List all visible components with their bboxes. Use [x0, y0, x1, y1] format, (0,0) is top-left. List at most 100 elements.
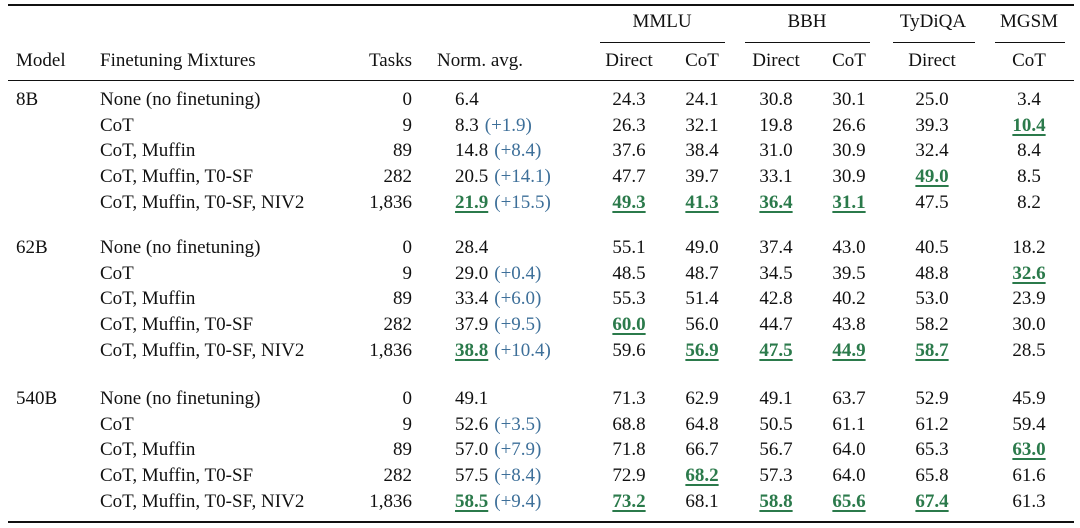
- norm-avg: 28.4: [455, 237, 489, 258]
- score: 31.1: [832, 191, 866, 213]
- norm-avg: 29.0: [455, 262, 489, 284]
- mixture: CoT: [100, 413, 134, 435]
- mixture: None (no finetuning): [100, 388, 261, 409]
- score: 48.5: [612, 262, 646, 284]
- column-header: CoT: [832, 50, 866, 71]
- mixture: CoT: [100, 114, 134, 136]
- tasks: 9: [402, 114, 413, 136]
- score: 34.5: [759, 262, 793, 284]
- score: 30.0: [1012, 314, 1046, 336]
- score: 64.8: [685, 413, 719, 435]
- score: 68.2: [685, 465, 719, 487]
- column-header: Direct: [605, 50, 653, 71]
- norm-avg: 20.5: [455, 166, 489, 188]
- norm-avg: 57.0: [455, 439, 489, 461]
- tasks: 1,836: [369, 191, 412, 213]
- score: 55.1: [612, 237, 646, 258]
- tasks: 0: [402, 388, 413, 409]
- column-header: Model: [16, 50, 66, 71]
- norm-avg: 14.8: [455, 140, 489, 162]
- score: 60.0: [612, 314, 646, 336]
- score: 3.4: [1017, 89, 1041, 110]
- score: 49.0: [685, 237, 719, 258]
- score: 73.2: [612, 490, 646, 512]
- score: 36.4: [759, 191, 793, 213]
- score: 61.3: [1012, 490, 1046, 512]
- score: 28.5: [1012, 339, 1046, 361]
- norm-avg-delta: (+1.9): [484, 114, 532, 136]
- score: 8.4: [1017, 140, 1041, 162]
- score: 41.3: [685, 191, 719, 213]
- tasks: 0: [402, 237, 413, 258]
- mixture: CoT, Muffin, T0-SF, NIV2: [100, 490, 305, 512]
- score: 39.7: [685, 166, 719, 188]
- norm-avg: 38.8: [455, 339, 489, 361]
- score: 66.7: [685, 439, 719, 461]
- norm-avg-delta: (+10.4): [494, 339, 551, 361]
- score: 71.3: [612, 388, 646, 409]
- model-label: 540B: [16, 388, 58, 409]
- score: 8.5: [1017, 166, 1041, 188]
- norm-avg: 8.3: [455, 114, 479, 136]
- score: 43.8: [832, 314, 866, 336]
- norm-avg: 52.6: [455, 413, 489, 435]
- score: 43.0: [832, 237, 866, 258]
- score: 68.1: [685, 490, 719, 512]
- score: 44.7: [759, 314, 793, 336]
- score: 59.6: [612, 339, 646, 361]
- tasks: 282: [383, 166, 413, 188]
- score: 38.4: [685, 140, 719, 162]
- norm-avg-delta: (+9.4): [494, 490, 542, 512]
- score: 49.1: [759, 388, 793, 409]
- group-rule: [600, 42, 725, 43]
- mixture: CoT, Muffin, T0-SF: [100, 314, 254, 336]
- model-label: 8B: [16, 89, 39, 110]
- tasks: 9: [402, 262, 413, 284]
- score: 61.2: [915, 413, 949, 435]
- score: 63.7: [832, 388, 866, 409]
- score: 23.9: [1012, 288, 1046, 310]
- score: 33.1: [759, 166, 793, 188]
- score: 49.3: [612, 191, 646, 213]
- tasks: 1,836: [369, 339, 412, 361]
- column-header: Finetuning Mixtures: [100, 50, 256, 71]
- score: 57.3: [759, 465, 793, 487]
- score: 18.2: [1012, 237, 1046, 258]
- group-header: MGSM: [999, 11, 1059, 32]
- column-header: CoT: [1012, 50, 1046, 71]
- score: 63.0: [1012, 439, 1046, 461]
- mixture: None (no finetuning): [100, 89, 261, 110]
- norm-avg-delta: (+3.5): [494, 413, 542, 435]
- norm-avg: 57.5: [455, 465, 489, 487]
- score: 39.3: [915, 114, 949, 136]
- norm-avg-delta: (+8.4): [494, 140, 542, 162]
- norm-avg: 33.4: [455, 288, 489, 310]
- norm-avg: 21.9: [455, 191, 489, 213]
- tasks: 1,836: [369, 490, 412, 512]
- score: 39.5: [832, 262, 866, 284]
- tasks: 89: [393, 140, 412, 162]
- bottom-rule: [8, 521, 1074, 523]
- score: 24.3: [612, 89, 646, 110]
- mixture: None (no finetuning): [100, 237, 261, 258]
- score: 40.2: [832, 288, 866, 310]
- score: 26.3: [612, 114, 646, 136]
- score: 72.9: [612, 465, 646, 487]
- score: 51.4: [685, 288, 719, 310]
- group-header: BBH: [787, 11, 827, 32]
- score: 58.8: [759, 490, 793, 512]
- tasks: 9: [402, 413, 413, 435]
- score: 45.9: [1012, 388, 1046, 409]
- norm-avg: 6.4: [455, 89, 479, 110]
- score: 50.5: [759, 413, 793, 435]
- score: 71.8: [612, 439, 646, 461]
- tasks: 89: [393, 439, 412, 461]
- score: 65.3: [915, 439, 949, 461]
- tasks: 282: [383, 465, 413, 487]
- score: 53.0: [915, 288, 949, 310]
- score: 42.8: [759, 288, 793, 310]
- column-header: CoT: [685, 50, 719, 71]
- norm-avg: 58.5: [455, 490, 489, 512]
- norm-avg: 37.9: [455, 314, 489, 336]
